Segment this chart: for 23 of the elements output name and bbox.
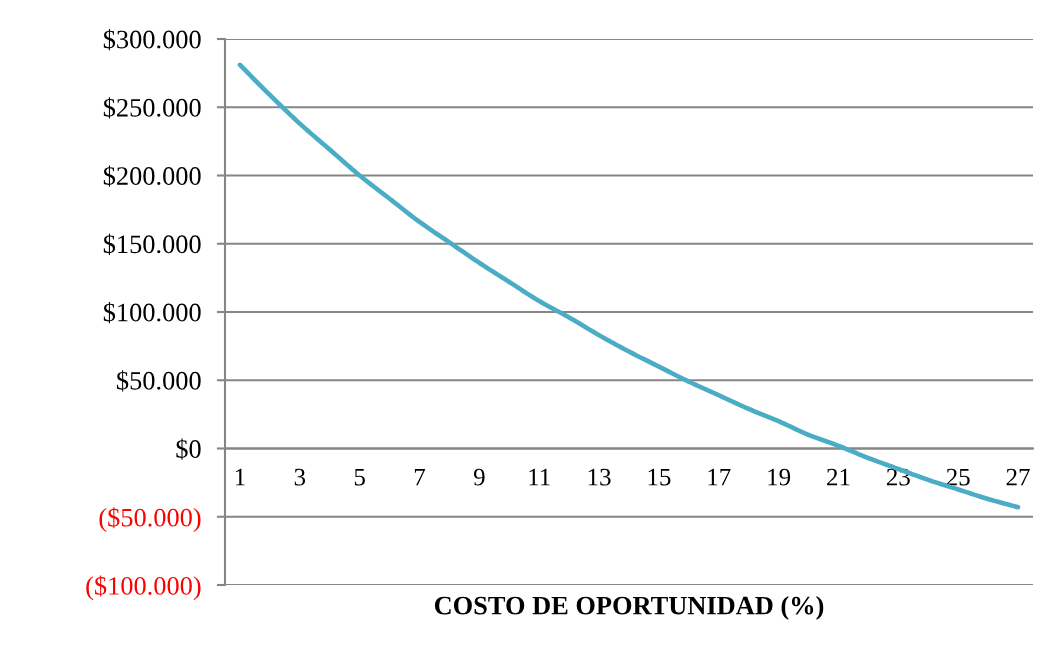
x-axis-title: COSTO DE OPORTUNIDAD (%): [434, 595, 824, 620]
x-tick-label: 21: [827, 468, 850, 486]
y-tick-label: $100.000: [103, 302, 201, 324]
y-tick-label: ($100.000): [86, 575, 201, 601]
y-tick-label: $200.000: [103, 165, 201, 187]
y-tick-label: $250.000: [103, 97, 201, 119]
x-tick-label: 9: [473, 468, 485, 486]
x-tick-label: 3: [294, 468, 306, 486]
x-tick-label: 13: [588, 468, 611, 486]
x-tick-label: 7: [414, 468, 426, 486]
y-tick-label: $300.000: [103, 29, 201, 51]
x-tick-label: 27: [1006, 468, 1030, 486]
y-tick-label: $150.000: [103, 233, 201, 255]
y-tick-label: $0: [176, 438, 201, 460]
x-tick-label: 17: [708, 468, 731, 486]
x-tick-label: 19: [768, 468, 791, 486]
x-tick-label: 5: [354, 468, 365, 486]
x-tick-label: 1: [235, 468, 245, 486]
y-tick-label: $50.000: [117, 370, 201, 392]
x-tick-label: 11: [529, 468, 550, 486]
x-tick-label: 15: [648, 468, 671, 486]
y-tick-label: ($50.000): [99, 507, 201, 532]
x-tick-label: 25: [946, 468, 970, 486]
